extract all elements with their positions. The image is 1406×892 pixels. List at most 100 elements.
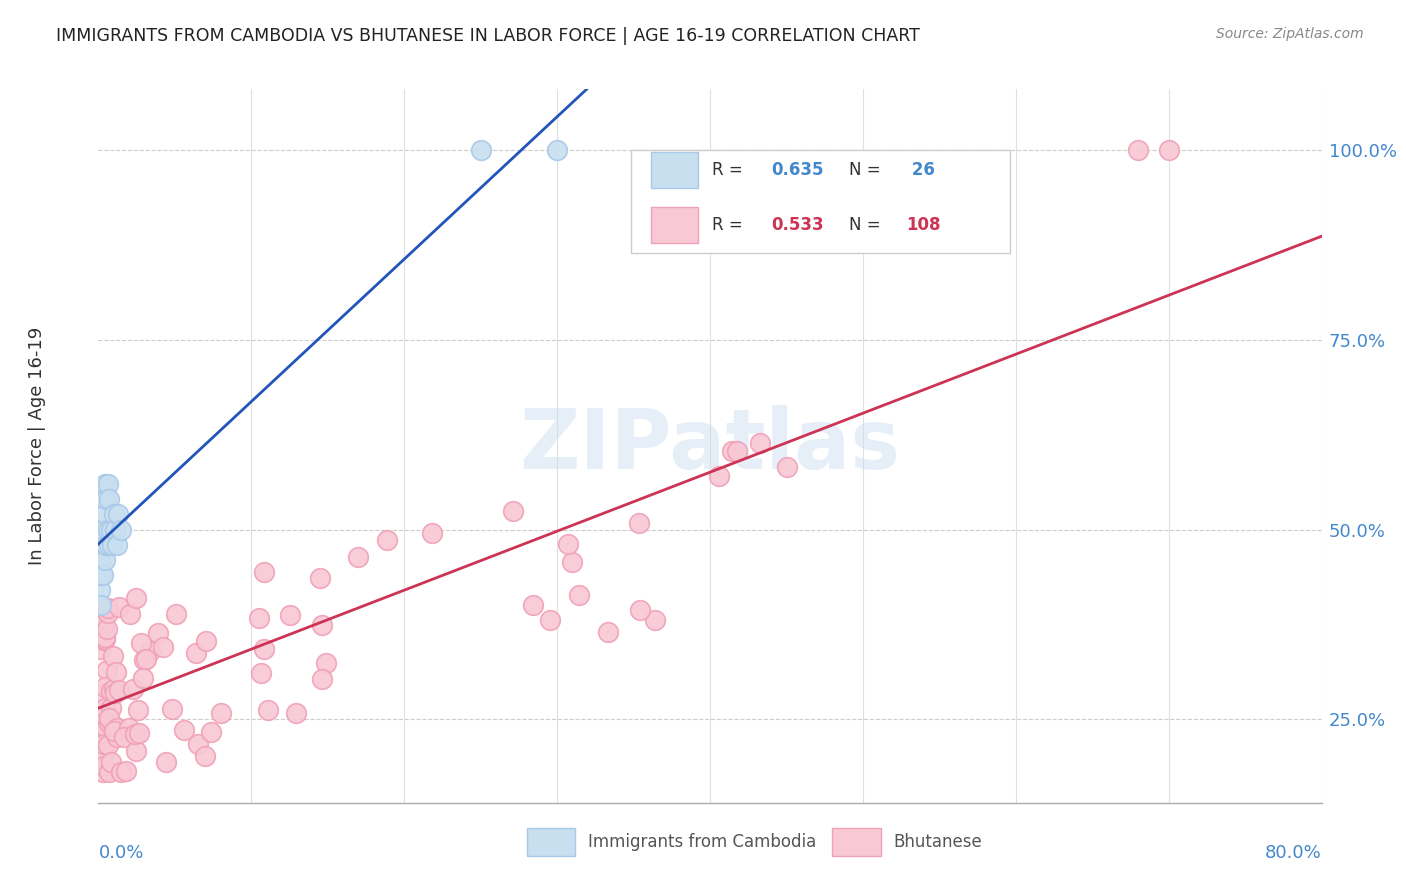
Point (104, 523, 127, 537)
Text: IMMIGRANTS FROM CAMBODIA VS BHUTANESE IN LABOR FORCE | AGE 16-19 CORRELATION CHA: IMMIGRANTS FROM CAMBODIA VS BHUTANESE IN… (56, 27, 920, 45)
Text: 0.533: 0.533 (772, 216, 824, 234)
Point (112, 730, 135, 744)
Text: 0.635: 0.635 (772, 161, 824, 178)
Point (97, 716, 120, 731)
Point (94, 492, 117, 507)
Text: 108: 108 (905, 216, 941, 234)
Point (162, 702, 184, 716)
Point (173, 723, 195, 738)
Point (146, 625, 169, 640)
FancyBboxPatch shape (526, 828, 575, 856)
Point (315, 657, 337, 671)
Point (546, 143, 568, 157)
Point (135, 652, 157, 666)
Point (97, 600, 120, 615)
FancyBboxPatch shape (651, 207, 697, 243)
Point (90, 734, 112, 748)
Point (253, 642, 276, 657)
Point (110, 765, 132, 780)
Text: Bhutanese: Bhutanese (894, 833, 983, 851)
Point (278, 608, 301, 623)
Text: 80.0%: 80.0% (1265, 845, 1322, 863)
Point (311, 618, 333, 632)
Point (105, 730, 128, 744)
Point (96, 663, 118, 677)
Point (727, 444, 749, 458)
Point (187, 737, 209, 751)
Point (90, 523, 112, 537)
Point (91, 687, 114, 701)
Point (93, 553, 115, 567)
Point (103, 724, 125, 739)
Point (94, 538, 117, 552)
Point (540, 613, 562, 627)
Point (101, 648, 124, 663)
Text: N =: N = (849, 161, 886, 178)
Point (105, 538, 128, 552)
Point (194, 633, 217, 648)
Point (165, 607, 187, 622)
Point (93, 701, 115, 715)
Point (96, 622, 118, 636)
Text: ZIPatlas: ZIPatlas (520, 406, 900, 486)
Point (644, 613, 666, 627)
Point (90, 723, 112, 737)
Point (91, 523, 114, 537)
Point (115, 764, 138, 778)
Point (249, 611, 271, 625)
Text: R =: R = (713, 161, 748, 178)
Point (90, 568, 112, 582)
Point (776, 460, 799, 475)
Point (94, 721, 117, 735)
Point (93, 745, 115, 759)
Point (628, 603, 651, 617)
Point (103, 508, 125, 522)
Point (118, 607, 141, 621)
Point (93, 477, 115, 491)
FancyBboxPatch shape (651, 152, 697, 187)
Point (139, 644, 162, 658)
Point (89, 611, 111, 625)
Point (720, 444, 742, 458)
Point (627, 516, 650, 530)
Point (200, 724, 222, 739)
Point (89, 642, 111, 657)
Point (125, 744, 148, 758)
Point (568, 588, 591, 602)
Point (93, 508, 115, 522)
Point (91, 568, 114, 582)
Point (100, 701, 122, 715)
Text: Immigrants from Cambodia: Immigrants from Cambodia (588, 833, 815, 851)
Point (100, 684, 122, 698)
Point (93, 615, 115, 630)
Point (89, 739, 111, 753)
Point (209, 706, 232, 720)
Point (93, 620, 115, 634)
Text: 0.0%: 0.0% (98, 845, 143, 863)
Point (104, 685, 127, 699)
Point (104, 665, 127, 679)
Point (94, 632, 117, 646)
Point (103, 681, 125, 696)
Point (94, 681, 117, 695)
Point (122, 681, 145, 696)
Point (256, 703, 278, 717)
Point (707, 469, 730, 483)
Point (152, 640, 174, 654)
Text: Source: ZipAtlas.com: Source: ZipAtlas.com (1216, 27, 1364, 41)
Point (93, 632, 115, 647)
Point (186, 646, 208, 660)
Point (128, 726, 150, 740)
Point (107, 683, 129, 698)
Point (94, 630, 117, 644)
Point (97, 765, 120, 780)
Point (377, 533, 399, 548)
Point (91, 750, 114, 764)
Text: N =: N = (849, 216, 886, 234)
Point (110, 523, 132, 537)
Point (470, 143, 492, 157)
Point (100, 523, 122, 537)
Point (132, 671, 155, 685)
Point (596, 624, 619, 639)
Point (124, 726, 146, 740)
